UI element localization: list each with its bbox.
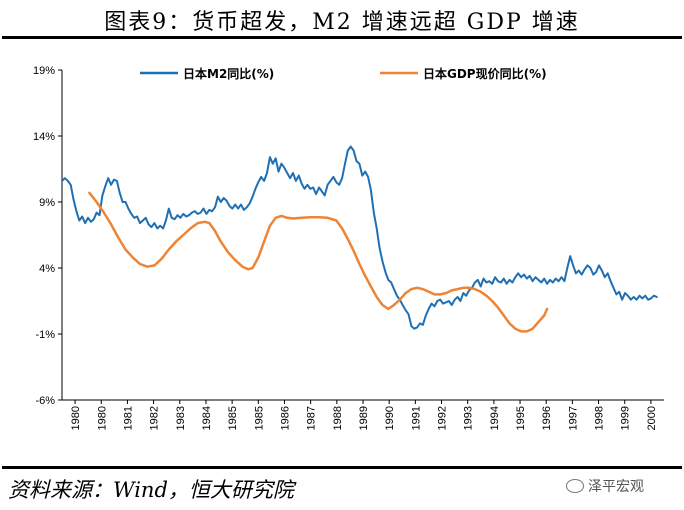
x-tick-label: 1999 — [620, 406, 632, 430]
x-tick-label: 1989 — [358, 406, 370, 430]
y-tick-label: 19% — [33, 65, 55, 77]
x-tick-label: 1990 — [384, 406, 396, 430]
title-rule — [2, 36, 682, 39]
x-tick-label: 1998 — [594, 406, 606, 430]
source-rule — [2, 466, 682, 469]
x-axis-ticks: 1980 1980 1981 1982 1983 1984 1985 1985 1986 1987… — [70, 400, 658, 430]
x-tick-label: 1988 — [332, 406, 344, 430]
x-tick-label: 1984 — [201, 406, 213, 430]
x-tick-label: 1987 — [306, 406, 318, 430]
x-tick-label: 1985 — [227, 406, 239, 430]
x-tick-label: 1983 — [175, 406, 187, 430]
m2-series-line — [61, 145, 658, 330]
gdp-series-line — [88, 191, 549, 333]
x-tick-label: 1982 — [149, 406, 161, 430]
legend-label-m2: 日本M2同比(%) — [183, 66, 274, 81]
x-tick-label: 1980 — [70, 406, 82, 430]
y-tick-label: 9% — [39, 197, 55, 209]
line-chart: -6%-1%4%9%14%19% 1980 1980 1981 1982 1983 198… — [33, 65, 664, 430]
x-tick-label: 1980 — [96, 406, 108, 430]
y-tick-label: 4% — [39, 263, 55, 275]
x-tick-label: 1986 — [279, 406, 291, 430]
y-tick-label: -1% — [35, 329, 55, 341]
y-axis-ticks: -6% -1% 4% 9% 14% 19% — [33, 65, 62, 407]
x-tick-label: 1995 — [515, 406, 527, 430]
y-tick-label: 14% — [33, 131, 55, 143]
x-tick-label: 1992 — [437, 406, 449, 430]
x-tick-label: 1996 — [541, 406, 553, 430]
watermark: 泽平宏观 — [566, 476, 644, 496]
chat-bubble-icon — [566, 479, 584, 493]
x-tick-label: 1985 — [253, 406, 265, 430]
legend-label-gdp: 日本GDP现价同比(%) — [423, 66, 547, 81]
figure-title: 图表9：货币超发，M2 增速远超 GDP 增速 — [104, 10, 580, 35]
x-tick-label: 1981 — [122, 406, 134, 430]
x-tick-label: 1997 — [567, 406, 579, 430]
x-tick-label: 1993 — [463, 406, 475, 430]
y-tick-label: -6% — [35, 395, 55, 407]
axes — [61, 70, 664, 401]
x-tick-label: 1994 — [489, 406, 501, 430]
x-tick-label: 1991 — [410, 406, 422, 430]
watermark-text: 泽平宏观 — [588, 479, 644, 495]
x-tick-label: 2000 — [646, 406, 658, 430]
series-lines — [61, 145, 658, 333]
legend: 日本M2同比(%) 日本GDP现价同比(%) — [140, 66, 547, 81]
source-note: 资料来源：Wind，恒大研究院 — [8, 478, 294, 502]
